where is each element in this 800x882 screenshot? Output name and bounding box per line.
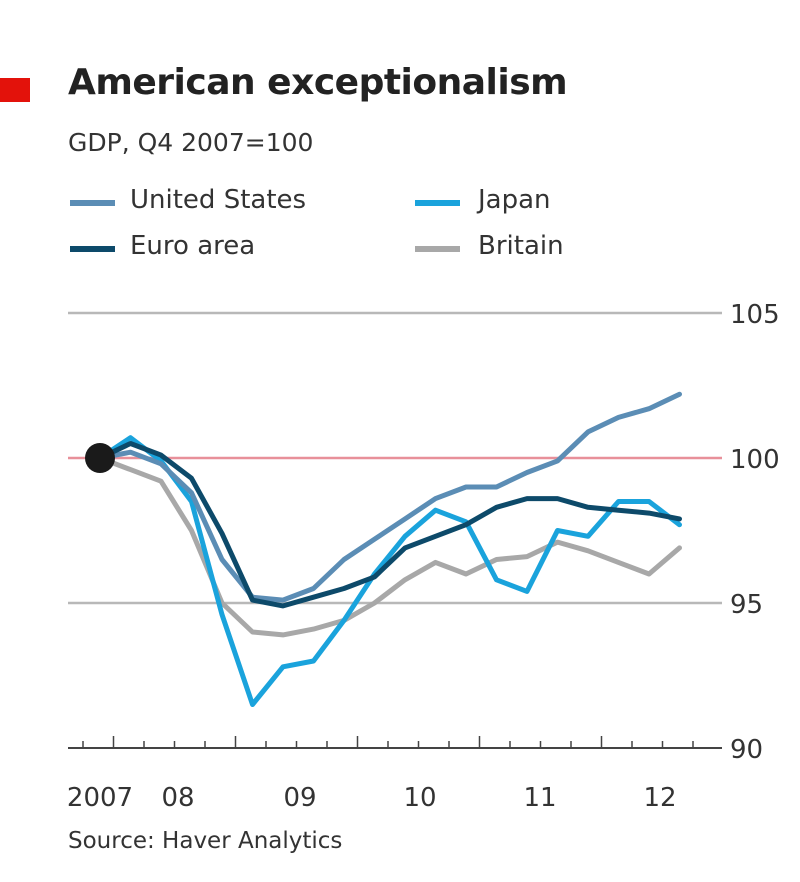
y-tick-label: 100 xyxy=(730,445,780,475)
source-note: Source: Haver Analytics xyxy=(68,828,343,854)
y-tick-label: 95 xyxy=(730,590,763,620)
base-point-marker xyxy=(85,443,115,473)
x-tick-label: 2007 xyxy=(67,783,133,813)
series-line-japan xyxy=(97,435,682,707)
x-tick-label: 12 xyxy=(643,783,676,813)
x-tick-label: 10 xyxy=(403,783,436,813)
legend-swatch-us xyxy=(70,200,115,206)
series-line-euro-area xyxy=(97,441,682,609)
legend-label-japan: Japan xyxy=(478,185,551,215)
legend-label-britain: Britain xyxy=(478,231,564,261)
x-tick-label: 11 xyxy=(523,783,556,813)
chart-title: American exceptionalism xyxy=(68,62,568,103)
chart-subtitle: GDP, Q4 2007=100 xyxy=(68,128,314,157)
series-line-united-states xyxy=(97,391,682,603)
brand-red-bar xyxy=(0,78,30,102)
y-tick-label: 105 xyxy=(730,300,780,330)
series-line-britain xyxy=(97,455,682,638)
legend-label-us: United States xyxy=(130,185,307,215)
legend-swatch-japan xyxy=(415,200,460,206)
legend-swatch-euro xyxy=(70,246,115,252)
x-tick-label: 09 xyxy=(283,783,316,813)
legend-label-euro: Euro area xyxy=(130,231,256,261)
legend-swatch-britain xyxy=(415,246,460,252)
y-tick-label: 90 xyxy=(730,735,763,765)
x-tick-label: 08 xyxy=(161,783,194,813)
